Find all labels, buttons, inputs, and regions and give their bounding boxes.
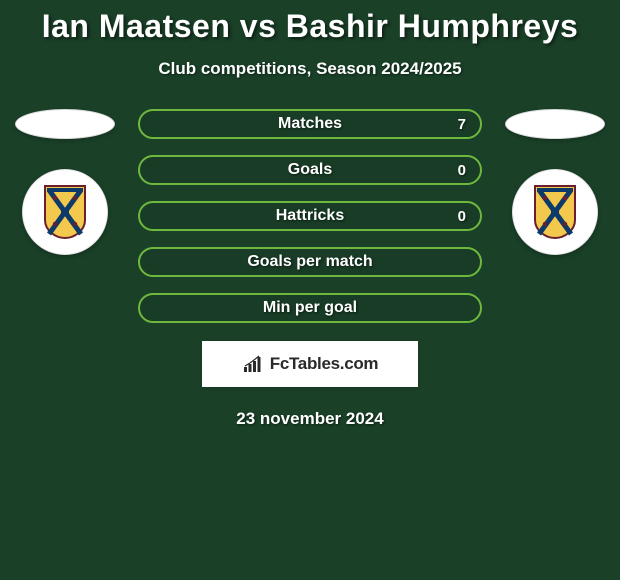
content-row: Matches 7 Goals 0 Hattricks 0 Goals per … <box>0 109 620 323</box>
stats-column: Matches 7 Goals 0 Hattricks 0 Goals per … <box>138 109 482 323</box>
stat-row-matches: Matches 7 <box>138 109 482 139</box>
stat-label: Hattricks <box>276 207 344 225</box>
comparison-card: Ian Maatsen vs Bashir Humphreys Club com… <box>0 0 620 429</box>
stat-label: Min per goal <box>263 299 357 317</box>
date-label: 23 november 2024 <box>0 409 620 429</box>
branding-link[interactable]: FcTables.com <box>202 341 418 387</box>
player-left-column <box>10 109 120 255</box>
player-right-column <box>500 109 610 255</box>
stat-row-hattricks: Hattricks 0 <box>138 201 482 231</box>
stat-row-min-per-goal: Min per goal <box>138 293 482 323</box>
stat-label: Goals <box>288 161 332 179</box>
club-crest-icon <box>531 184 579 240</box>
subtitle: Club competitions, Season 2024/2025 <box>0 59 620 79</box>
branding-text: FcTables.com <box>270 354 379 374</box>
stat-value-right: 0 <box>458 208 466 225</box>
stat-value-right: 0 <box>458 162 466 179</box>
chart-icon <box>242 355 264 373</box>
stat-row-goals: Goals 0 <box>138 155 482 185</box>
stat-label: Matches <box>278 115 342 133</box>
page-title: Ian Maatsen vs Bashir Humphreys <box>0 8 620 45</box>
club-crest-icon <box>41 184 89 240</box>
player-right-club-badge <box>512 169 598 255</box>
player-left-flag <box>15 109 115 139</box>
stat-row-goals-per-match: Goals per match <box>138 247 482 277</box>
player-left-club-badge <box>22 169 108 255</box>
player-right-flag <box>505 109 605 139</box>
stat-label: Goals per match <box>247 253 372 271</box>
stat-value-right: 7 <box>458 116 466 133</box>
